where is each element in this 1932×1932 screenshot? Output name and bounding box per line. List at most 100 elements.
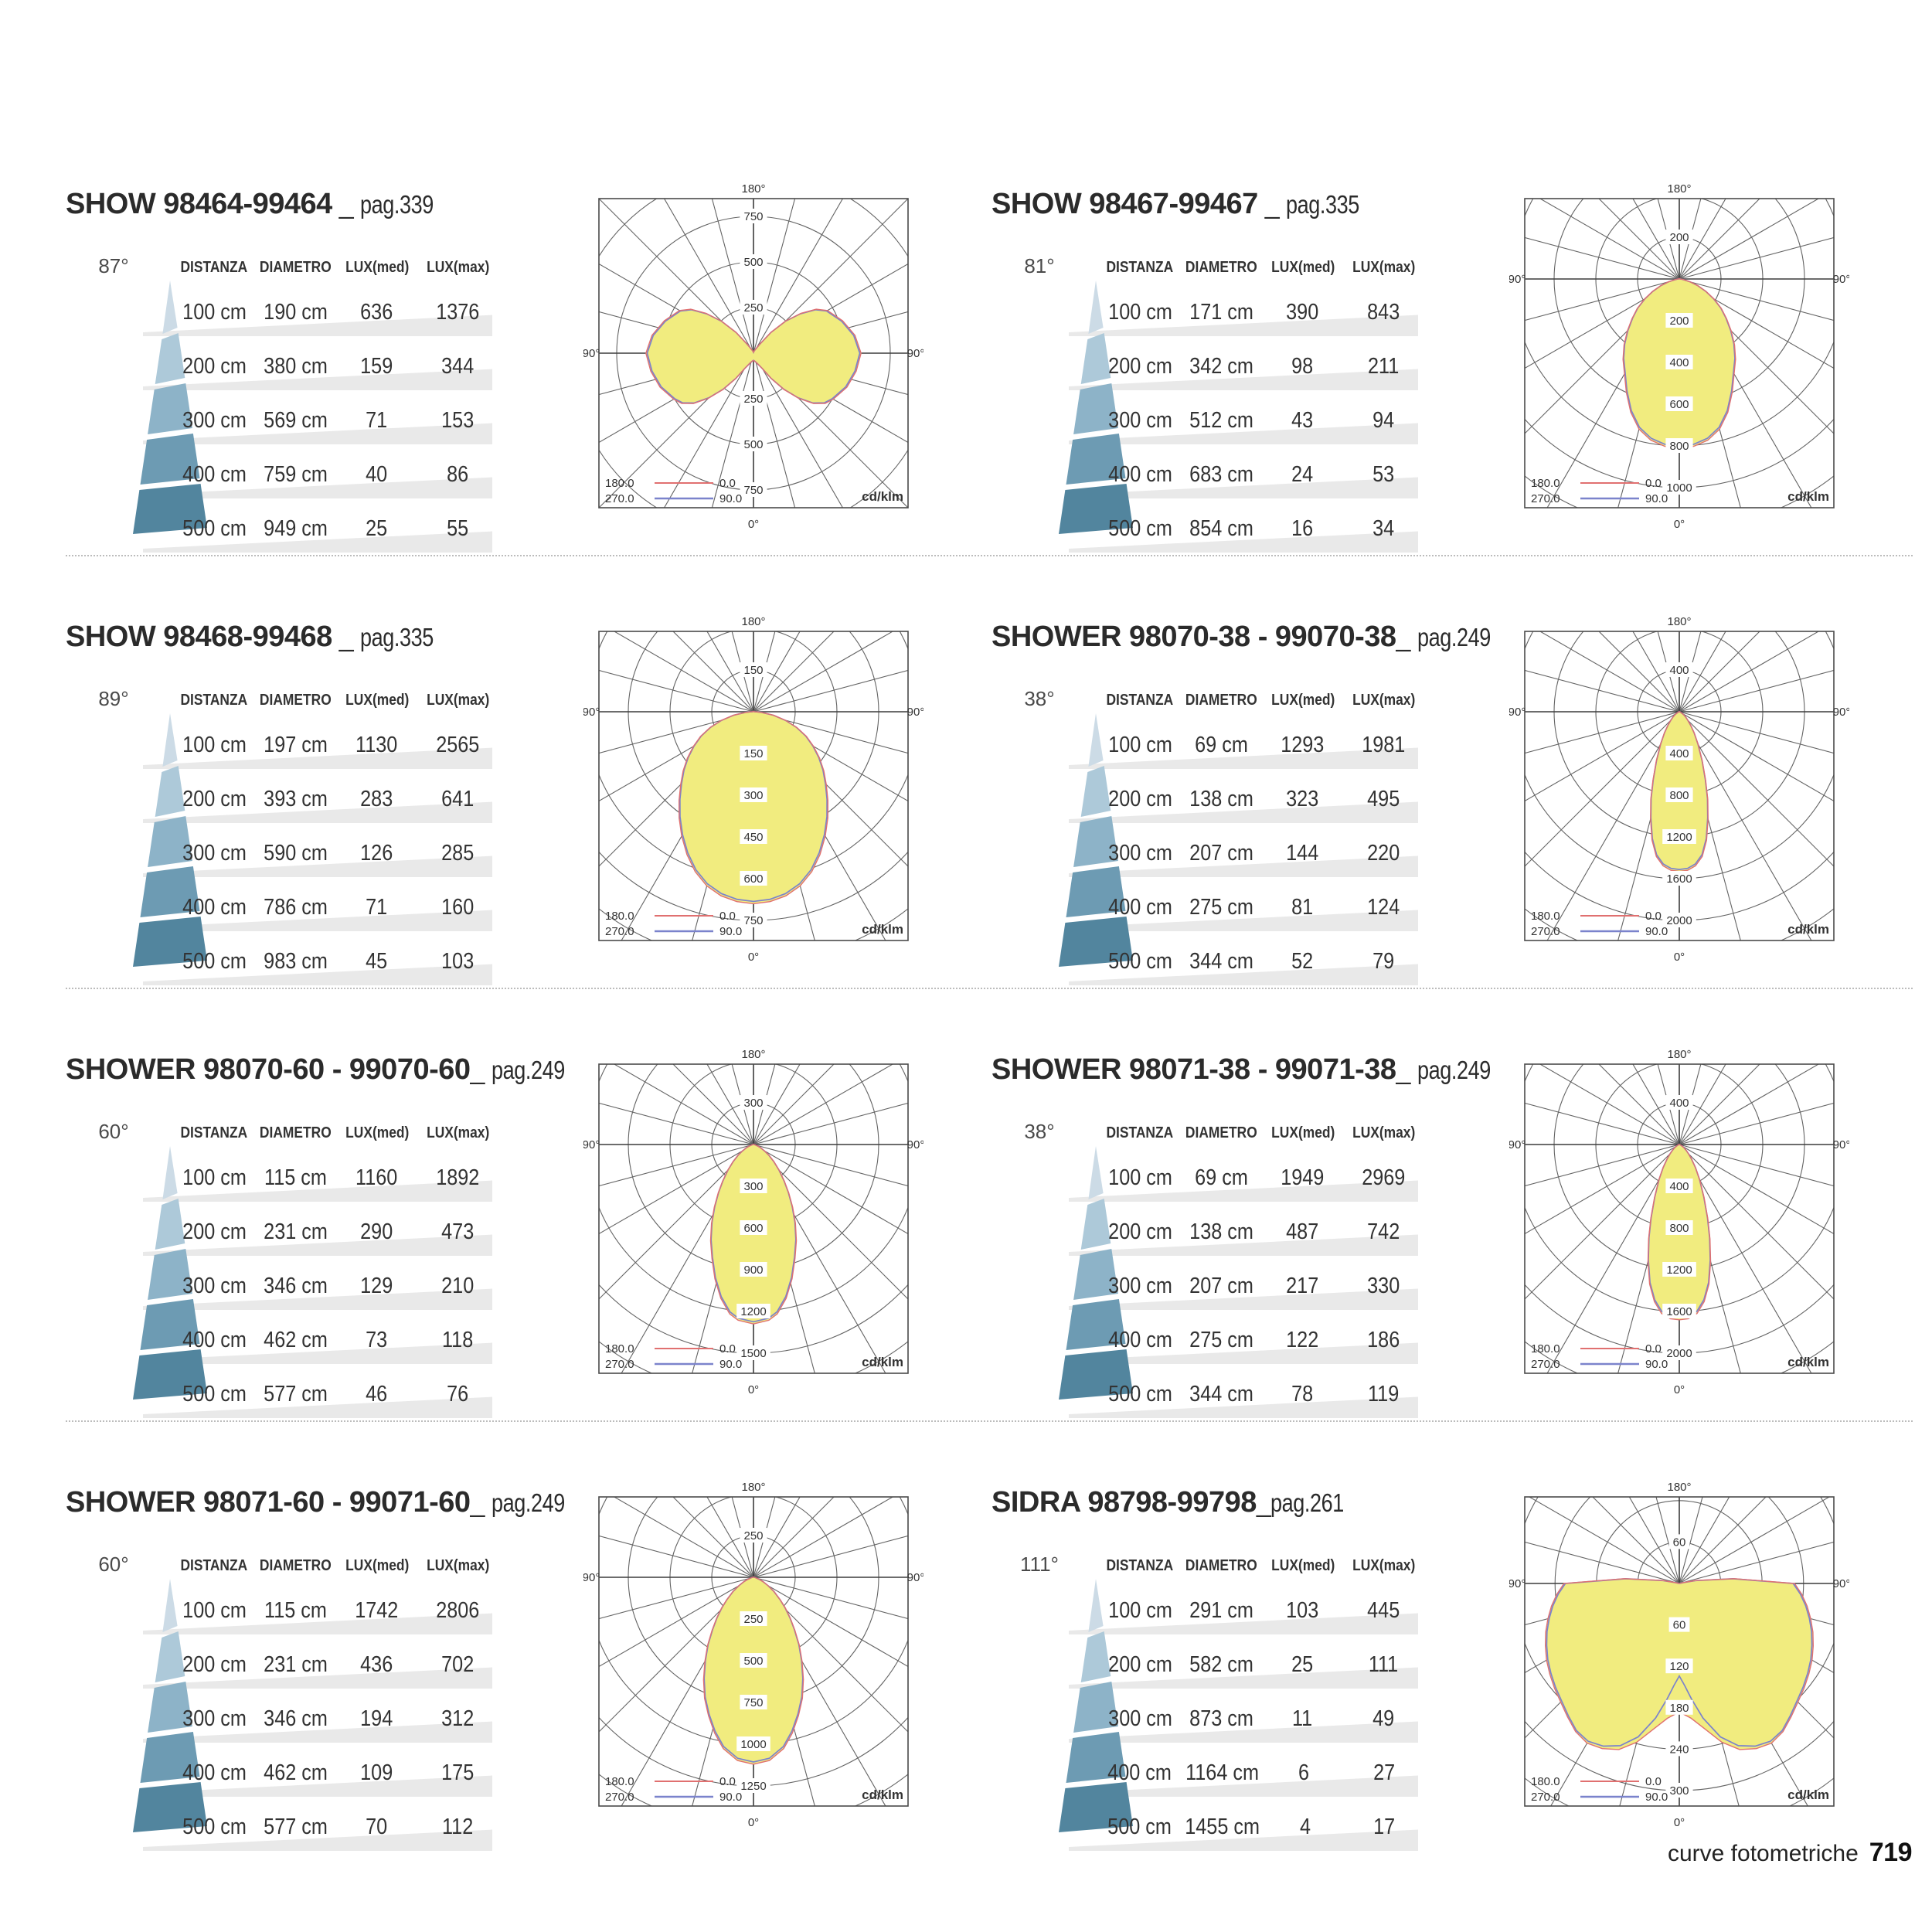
table-cell: 400 cm (174, 447, 255, 502)
table-row: 500 cm 577 cm 70 112 (143, 1800, 498, 1854)
column-header: DISTANZA (1100, 682, 1180, 718)
ring-label-chip (1665, 1699, 1693, 1715)
panel-title: SHOW 98464-99464 _ pag.339 (66, 188, 450, 221)
column-header-label: LUX(med) (1271, 1124, 1335, 1141)
table-cell-value: 200 cm (182, 787, 247, 811)
ring-label-chip (1665, 746, 1693, 760)
ring-label-chip (1665, 1783, 1693, 1798)
unit-label: cd/klm (862, 922, 903, 937)
table-cell: 312 (417, 1692, 498, 1746)
axis-label-90-left: 90° (1509, 1577, 1526, 1590)
legend-270-label: 270.0 (1531, 1358, 1560, 1371)
ring-label: 240 (1669, 1743, 1689, 1756)
table-cell-value: 1164 cm (1185, 1760, 1259, 1785)
table-row: 200 cm 231 cm 290 473 (143, 1205, 498, 1259)
table-cell-value: 641 (441, 787, 474, 811)
table-cell: 346 cm (255, 1692, 336, 1746)
panel-title: SHOWER 98070-60 - 99070-60_ pag.249 (66, 1053, 581, 1087)
table-cell: 569 cm (255, 393, 336, 447)
cone-segment (162, 1146, 178, 1199)
page-reference: pag.249 (1417, 623, 1491, 651)
ring-label: 450 (743, 831, 763, 844)
table-row: 100 cm 197 cm 1130 2565 (143, 718, 498, 772)
table-cell-value: 6 (1298, 1760, 1310, 1785)
legend-180-label: 180.0 (1531, 1775, 1560, 1788)
curve-0-180-plane (702, 1576, 804, 1765)
axis-label-90-right: 90° (1833, 1138, 1849, 1151)
table-cell-value: 200 cm (182, 1652, 247, 1677)
axis-label-0: 0° (1674, 518, 1685, 531)
table-cell-value: 300 cm (1108, 1274, 1172, 1298)
column-header: LUX(max) (418, 682, 498, 718)
chart-frame (1524, 631, 1835, 941)
table-row: 100 cm 291 cm 103 445 (1069, 1583, 1424, 1638)
table-row: 200 cm 138 cm 487 742 (1069, 1205, 1424, 1259)
table-cell: 126 (336, 826, 417, 880)
table-cell-value: 1160 (355, 1165, 398, 1190)
cone-segment (1088, 281, 1104, 334)
table-cell-value: 207 cm (1189, 841, 1253, 866)
table-cell-value: 160 (441, 895, 474, 920)
curve-0-180-plane (1647, 1143, 1712, 1321)
ring-label-chip (1665, 230, 1693, 244)
table-cell-value: 197 cm (264, 733, 328, 757)
cone-segment (1059, 917, 1133, 967)
table-cell-value: 462 cm (264, 1760, 328, 1785)
ring-label-chip (740, 746, 767, 760)
table-cell-value: 323 (1286, 787, 1319, 811)
cone-segment (155, 333, 185, 384)
table-cell: 500 cm (174, 934, 255, 988)
ring-label-chip (740, 437, 767, 451)
unit-label: cd/klm (862, 1355, 903, 1369)
column-header-label: LUX(med) (345, 1557, 410, 1574)
table-cell-value: 275 cm (1189, 1328, 1253, 1352)
table-cell-value: 81 (1291, 895, 1314, 920)
page-footer: curve fotometriche 719 (1668, 1838, 1913, 1868)
table-row: 400 cm 275 cm 81 124 (1069, 880, 1424, 934)
table-cell-value: 11 (1292, 1706, 1313, 1731)
table-cell-value: 786 cm (264, 895, 328, 920)
ring-label: 750 (743, 210, 763, 223)
table-cell: 500 cm (174, 1367, 255, 1421)
column-header: LUX(med) (1263, 682, 1343, 718)
ring-label: 60 (1673, 1619, 1686, 1632)
beam-angle-label: 81° (1024, 254, 1055, 277)
table-cell: 1164 cm (1180, 1746, 1264, 1800)
cone-segment (140, 866, 200, 917)
table-cell: 854 cm (1181, 502, 1262, 556)
photometric-table: DISTANZA DIAMETRO LUX(med) LUX(max) 100 cm 2… (1069, 1543, 1424, 1883)
table-cell: 1742 (336, 1583, 417, 1638)
column-header: DIAMETRO (254, 1548, 337, 1583)
product-name: SHOWER 98071-60 - 99071-60 (66, 1486, 471, 1519)
table-cell: 190 cm (255, 285, 336, 339)
table-cell: 500 cm (174, 1800, 255, 1854)
table-cell-value: 119 (1368, 1382, 1400, 1406)
table-cell-value: 344 cm (1189, 1382, 1253, 1406)
ring-label: 750 (743, 914, 763, 927)
table-cell: 487 (1262, 1205, 1343, 1259)
table-cell: 49 (1343, 1692, 1424, 1746)
ring-label: 120 (1669, 1660, 1689, 1673)
table-cell-value: 53 (1372, 462, 1395, 487)
table-cell: 323 (1262, 772, 1343, 826)
table-cell-value: 194 (360, 1706, 393, 1731)
ring-label-chip (736, 1736, 770, 1751)
column-header-label: DIAMETRO (260, 1124, 332, 1141)
ring-label-chip (740, 482, 767, 497)
table-cell: 160 (417, 880, 498, 934)
ring-label: 600 (743, 1222, 763, 1235)
table-cell: 81 (1262, 880, 1343, 934)
ring-label-chip (740, 787, 767, 802)
table-cell-value: 69 cm (1195, 1165, 1248, 1190)
table-cell-value: 702 (441, 1652, 474, 1677)
table-cell: 100 cm (174, 1151, 255, 1205)
table-cell: 577 cm (255, 1800, 336, 1854)
table-cell: 300 cm (174, 826, 255, 880)
unit-label: cd/klm (1787, 922, 1829, 937)
legend-270-label: 270.0 (1531, 1791, 1560, 1804)
table-cell: 71 (336, 393, 417, 447)
ring-label-chip (740, 1653, 767, 1668)
axis-label-90-right: 90° (1833, 1577, 1849, 1590)
column-header-label: DISTANZA (180, 1557, 248, 1574)
table-cell-value: 843 (1367, 300, 1400, 325)
